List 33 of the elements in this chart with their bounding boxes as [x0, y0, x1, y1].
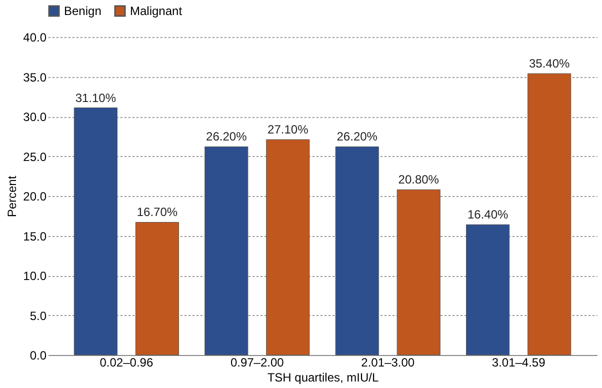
x-axis-title: TSH quartiles, mIU/L [267, 370, 379, 384]
legend-label: Malignant [130, 4, 183, 18]
data-label: 26.20% [206, 130, 248, 144]
y-tick-label: 35.0 [23, 70, 47, 84]
bar [135, 222, 179, 356]
bar [266, 139, 310, 356]
bar [466, 224, 510, 356]
x-tick-label: 3.01–4.59 [492, 356, 546, 370]
data-label: 35.40% [528, 56, 570, 71]
data-label: 26.20% [336, 130, 378, 144]
y-tick-label: 40.0 [23, 30, 47, 44]
bar [335, 146, 379, 356]
y-tick-label: 0.0 [30, 348, 47, 362]
data-label: 27.10% [268, 122, 309, 137]
data-label: 20.80% [398, 172, 440, 187]
y-tick-label: 15.0 [23, 229, 47, 244]
y-axis-title: Percent [5, 175, 20, 218]
x-tick-label: 0.97–2.00 [230, 356, 284, 370]
x-tick-label: 0.02–0.96 [100, 356, 154, 370]
bar [204, 146, 248, 356]
bar [396, 189, 440, 356]
y-tick-label: 20.0 [23, 190, 47, 204]
bar [528, 73, 572, 356]
y-tick-label: 5.0 [30, 308, 47, 323]
legend-label: Benign [64, 4, 102, 18]
x-tick-label: 2.01–3.00 [361, 356, 415, 370]
y-tick-label: 25.0 [23, 150, 47, 164]
y-tick-label: 10.0 [23, 269, 47, 283]
data-label: 16.70% [136, 205, 178, 220]
data-label: 16.40% [467, 208, 508, 222]
y-tick-label: 30.0 [23, 110, 47, 124]
data-label: 31.10% [75, 90, 116, 105]
bar [74, 108, 118, 356]
